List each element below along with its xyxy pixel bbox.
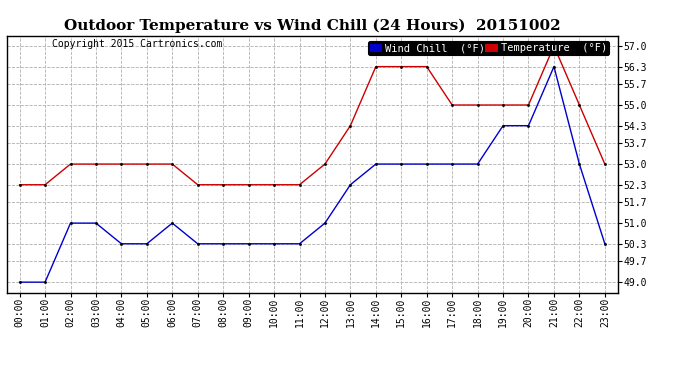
Title: Outdoor Temperature vs Wind Chill (24 Hours)  20151002: Outdoor Temperature vs Wind Chill (24 Ho… [64, 19, 560, 33]
Text: Copyright 2015 Cartronics.com: Copyright 2015 Cartronics.com [52, 39, 222, 50]
Legend: Wind Chill  (°F), Temperature  (°F): Wind Chill (°F), Temperature (°F) [368, 41, 609, 55]
